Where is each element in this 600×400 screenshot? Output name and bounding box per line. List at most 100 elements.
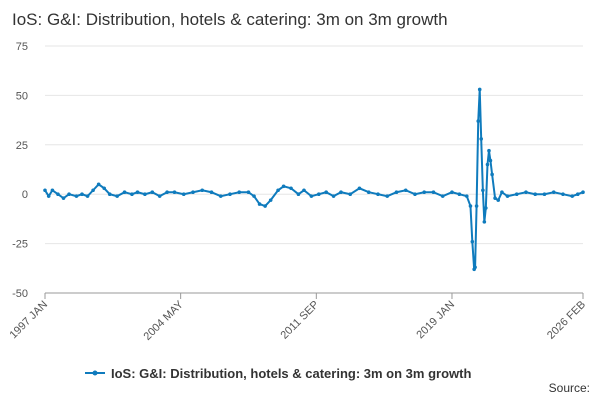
point bbox=[551, 190, 556, 195]
point bbox=[413, 192, 417, 196]
y-tick-label: 0 bbox=[22, 189, 28, 201]
point bbox=[505, 194, 510, 198]
point bbox=[56, 192, 60, 196]
point bbox=[191, 190, 195, 195]
point bbox=[43, 188, 47, 193]
point bbox=[296, 192, 301, 196]
point bbox=[476, 119, 481, 123]
point bbox=[115, 194, 119, 198]
point bbox=[339, 190, 343, 195]
point bbox=[67, 192, 71, 196]
point bbox=[281, 184, 286, 189]
point bbox=[485, 162, 490, 167]
point bbox=[474, 204, 479, 208]
point bbox=[403, 188, 408, 193]
point bbox=[143, 192, 147, 196]
point bbox=[450, 190, 454, 195]
point bbox=[172, 190, 177, 195]
point bbox=[289, 186, 293, 191]
point bbox=[96, 182, 101, 187]
legend-label: IoS: G&I: Distribution, hotels & caterin… bbox=[111, 366, 471, 381]
point bbox=[482, 220, 487, 224]
point bbox=[570, 194, 575, 198]
point bbox=[80, 192, 84, 196]
point bbox=[542, 192, 547, 196]
point bbox=[496, 198, 501, 202]
y-tick-label: -25 bbox=[12, 239, 28, 251]
point bbox=[468, 204, 473, 208]
x-tick-label: 1997 JAN bbox=[7, 299, 50, 342]
point bbox=[484, 206, 488, 210]
point bbox=[331, 194, 336, 198]
y-tick-label: 25 bbox=[16, 140, 28, 152]
point bbox=[150, 190, 155, 195]
point bbox=[385, 194, 390, 198]
point bbox=[479, 137, 484, 141]
point bbox=[470, 239, 475, 244]
point bbox=[246, 190, 251, 195]
point bbox=[61, 196, 66, 200]
point bbox=[514, 192, 519, 196]
x-tick-label: 2004 MAY bbox=[142, 298, 187, 343]
point bbox=[490, 172, 494, 177]
point bbox=[477, 87, 482, 92]
point bbox=[228, 192, 232, 196]
point bbox=[575, 192, 580, 196]
point bbox=[487, 148, 491, 153]
y-tick-label: 75 bbox=[16, 41, 28, 53]
x-tick-label: 2011 SEP bbox=[278, 299, 321, 342]
point bbox=[581, 190, 585, 195]
point bbox=[130, 192, 134, 196]
point bbox=[102, 186, 106, 191]
point bbox=[181, 192, 186, 196]
point bbox=[376, 192, 380, 196]
point bbox=[302, 188, 306, 193]
point bbox=[276, 188, 280, 193]
point bbox=[357, 186, 362, 191]
point bbox=[122, 190, 127, 195]
point bbox=[46, 194, 51, 198]
point bbox=[91, 188, 95, 193]
point bbox=[252, 194, 256, 198]
point bbox=[394, 190, 399, 195]
point bbox=[524, 190, 528, 195]
point bbox=[200, 188, 205, 193]
point bbox=[309, 194, 314, 198]
point bbox=[561, 192, 565, 196]
point bbox=[135, 190, 140, 195]
point bbox=[316, 192, 321, 196]
x-tick-label: 2019 JAN bbox=[414, 299, 457, 342]
point bbox=[50, 188, 55, 193]
point bbox=[464, 194, 469, 198]
point bbox=[440, 194, 445, 198]
point bbox=[457, 192, 462, 196]
point bbox=[237, 190, 242, 195]
chart-title: IoS: G&I: Distribution, hotels & caterin… bbox=[12, 10, 448, 29]
x-tick-label: 2026 FEB bbox=[545, 299, 588, 342]
point bbox=[257, 202, 262, 206]
legend-marker bbox=[92, 370, 98, 376]
source: Source: bbox=[549, 381, 590, 395]
point bbox=[85, 194, 90, 198]
point bbox=[366, 190, 371, 195]
point bbox=[473, 265, 477, 270]
point bbox=[263, 204, 267, 208]
point bbox=[209, 190, 214, 195]
point bbox=[488, 158, 493, 163]
point bbox=[348, 192, 353, 196]
point bbox=[324, 190, 328, 195]
point bbox=[431, 190, 436, 195]
point bbox=[157, 194, 162, 198]
y-tick-label: -50 bbox=[12, 288, 28, 300]
point bbox=[165, 190, 169, 195]
point bbox=[74, 194, 79, 198]
point bbox=[493, 196, 497, 200]
point bbox=[481, 188, 485, 193]
point bbox=[533, 192, 538, 196]
point bbox=[107, 192, 112, 196]
y-tick-label: 50 bbox=[16, 90, 28, 102]
point bbox=[422, 190, 427, 195]
point bbox=[268, 198, 273, 202]
line bbox=[44, 89, 584, 270]
